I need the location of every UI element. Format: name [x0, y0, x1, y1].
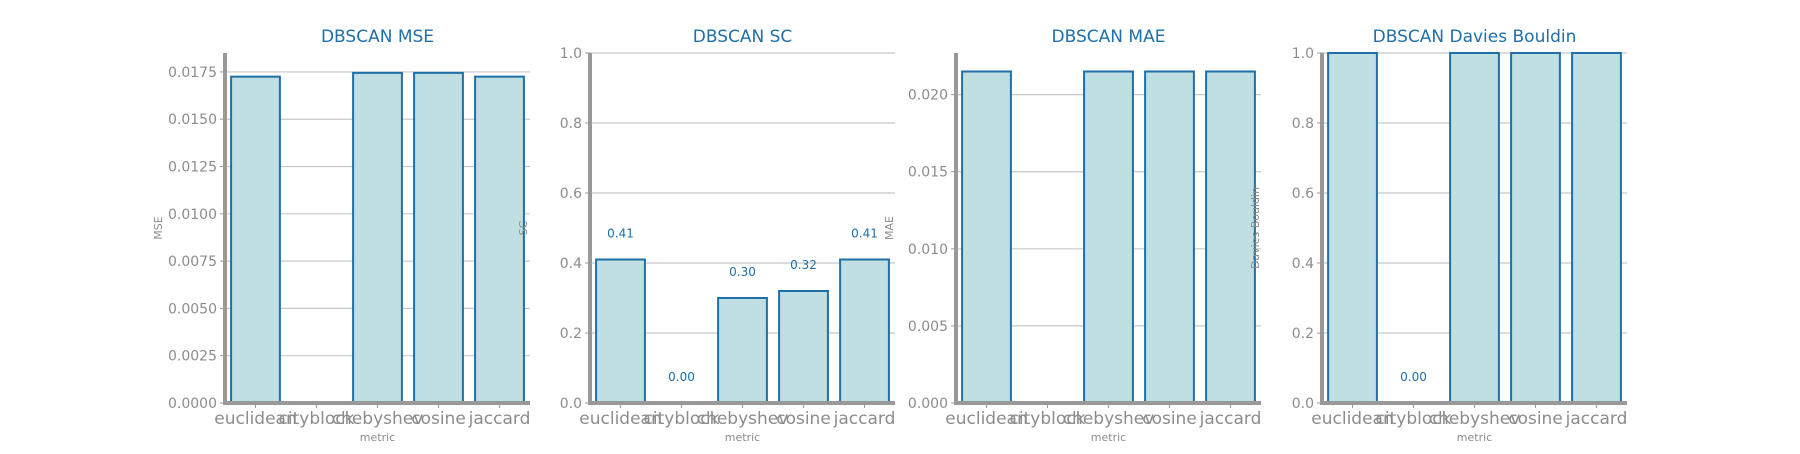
- y-tick-label: 0.020: [908, 88, 948, 104]
- bar-value-label: 0.41: [851, 227, 878, 241]
- chart-title: DBSCAN MAE: [1052, 27, 1166, 47]
- x-tick-label: jaccard: [1565, 409, 1628, 429]
- bar-cosine: [1510, 52, 1561, 404]
- y-tick-label: 0.6: [1292, 186, 1314, 202]
- x-tick-label: chebyshev: [697, 409, 789, 429]
- bar-chebyshev: [1449, 52, 1500, 404]
- x-tick-label: euclidean: [1311, 409, 1393, 429]
- bar-jaccard: [1205, 70, 1256, 405]
- x-tick-label: euclidean: [214, 409, 296, 429]
- bar-jaccard: [474, 75, 525, 404]
- bar-value-label: 0.32: [790, 258, 817, 272]
- x-tick-label: jaccard: [833, 409, 896, 429]
- chart-title: DBSCAN Davies Bouldin: [1373, 27, 1577, 47]
- chart-panel-3: DBSCAN MAE 0.000 0.005 0.010 0.015 0.020 MAE eu…: [883, 27, 1261, 444]
- bar-chebyshev: [1083, 70, 1134, 405]
- x-tick-label: cosine: [1142, 409, 1197, 429]
- x-axis-label: metric: [725, 431, 760, 444]
- x-axis-label: metric: [1091, 431, 1126, 444]
- bar-value-label: 0.41: [607, 227, 634, 241]
- y-tick-label: 0.0175: [168, 65, 217, 81]
- bar-chebyshev: [352, 71, 403, 404]
- x-tick-label: cityblock: [279, 409, 355, 429]
- x-axis-label: metric: [1457, 431, 1492, 444]
- y-axis-label: Davies Bouldin: [1249, 187, 1262, 269]
- x-tick-label: cityblock: [644, 409, 720, 429]
- bar-value-label: 0.00: [668, 370, 695, 384]
- y-tick-label: 0.4: [1292, 256, 1314, 272]
- x-tick-label: cityblock: [1010, 409, 1086, 429]
- x-tick-label: euclidean: [579, 409, 661, 429]
- bar-euclidean: [1327, 52, 1378, 404]
- y-tick-label: 0.0075: [168, 254, 217, 270]
- bar-value-label: 0.00: [1400, 370, 1427, 384]
- bar-euclidean: [961, 70, 1012, 405]
- bar-cosine: [778, 290, 829, 404]
- y-tick-label: 0.0125: [168, 160, 217, 176]
- y-tick-label: 0.0025: [168, 349, 217, 365]
- bar-euclidean: [595, 258, 646, 404]
- x-tick-label: jaccard: [1199, 409, 1262, 429]
- y-tick-label: 0.8: [560, 116, 582, 132]
- bar-jaccard: [1571, 52, 1622, 404]
- y-tick-label: 1.0: [560, 46, 582, 62]
- bar-chebyshev: [717, 297, 768, 404]
- y-tick-label: 0.2: [1292, 326, 1314, 342]
- x-tick-label: euclidean: [945, 409, 1027, 429]
- x-tick-label: cosine: [776, 409, 831, 429]
- y-tick-label: 0.005: [908, 319, 948, 335]
- y-tick-label: 0.6: [560, 186, 582, 202]
- bar-value-label: 0.30: [729, 265, 756, 279]
- y-tick-label: 0.0000: [168, 396, 217, 412]
- chart-title: DBSCAN SC: [693, 27, 793, 47]
- y-axis-label: MSE: [152, 216, 165, 239]
- chart-panel-4: DBSCAN Davies Bouldin 0.0 0.2 0.4 0.6 0.8 1.0 D…: [1249, 27, 1627, 444]
- y-tick-label: 0.8: [1292, 116, 1314, 132]
- y-tick-label: 0.0100: [168, 207, 217, 223]
- y-tick-label: 0.000: [908, 396, 948, 412]
- x-tick-label: chebyshev: [1063, 409, 1155, 429]
- y-tick-label: 0.0: [1292, 396, 1314, 412]
- y-tick-label: 0.010: [908, 242, 948, 258]
- y-tick-label: 0.015: [908, 165, 948, 181]
- x-axis-label: metric: [360, 431, 395, 444]
- chart-panel-2: DBSCAN SC 0.0 0.2 0.4 0.6 0.8 1.0 SC 0.41 euclide…: [517, 27, 895, 444]
- y-tick-label: 0.2: [560, 326, 582, 342]
- y-tick-label: 0.0150: [168, 112, 217, 128]
- x-tick-label: jaccard: [468, 409, 531, 429]
- x-tick-label: chebyshev: [332, 409, 424, 429]
- x-tick-label: chebyshev: [1429, 409, 1521, 429]
- y-tick-label: 0.4: [560, 256, 582, 272]
- bar-cosine: [413, 71, 464, 404]
- y-tick-label: 1.0: [1292, 46, 1314, 62]
- y-axis-label: SC: [517, 220, 530, 235]
- y-tick-label: 0.0: [560, 396, 582, 412]
- x-tick-label: cosine: [411, 409, 466, 429]
- bar-jaccard: [839, 258, 890, 404]
- bar-euclidean: [230, 75, 281, 404]
- y-axis-label: MAE: [883, 216, 896, 240]
- x-tick-label: cityblock: [1376, 409, 1452, 429]
- bar-cosine: [1144, 70, 1195, 405]
- chart-panel-1: DBSCAN MSE 0.0000 0.0025 0.0050 0.0075 0.0100…: [152, 27, 530, 444]
- x-tick-label: cosine: [1508, 409, 1563, 429]
- chart-title: DBSCAN MSE: [321, 27, 434, 47]
- y-tick-label: 0.0050: [168, 301, 217, 317]
